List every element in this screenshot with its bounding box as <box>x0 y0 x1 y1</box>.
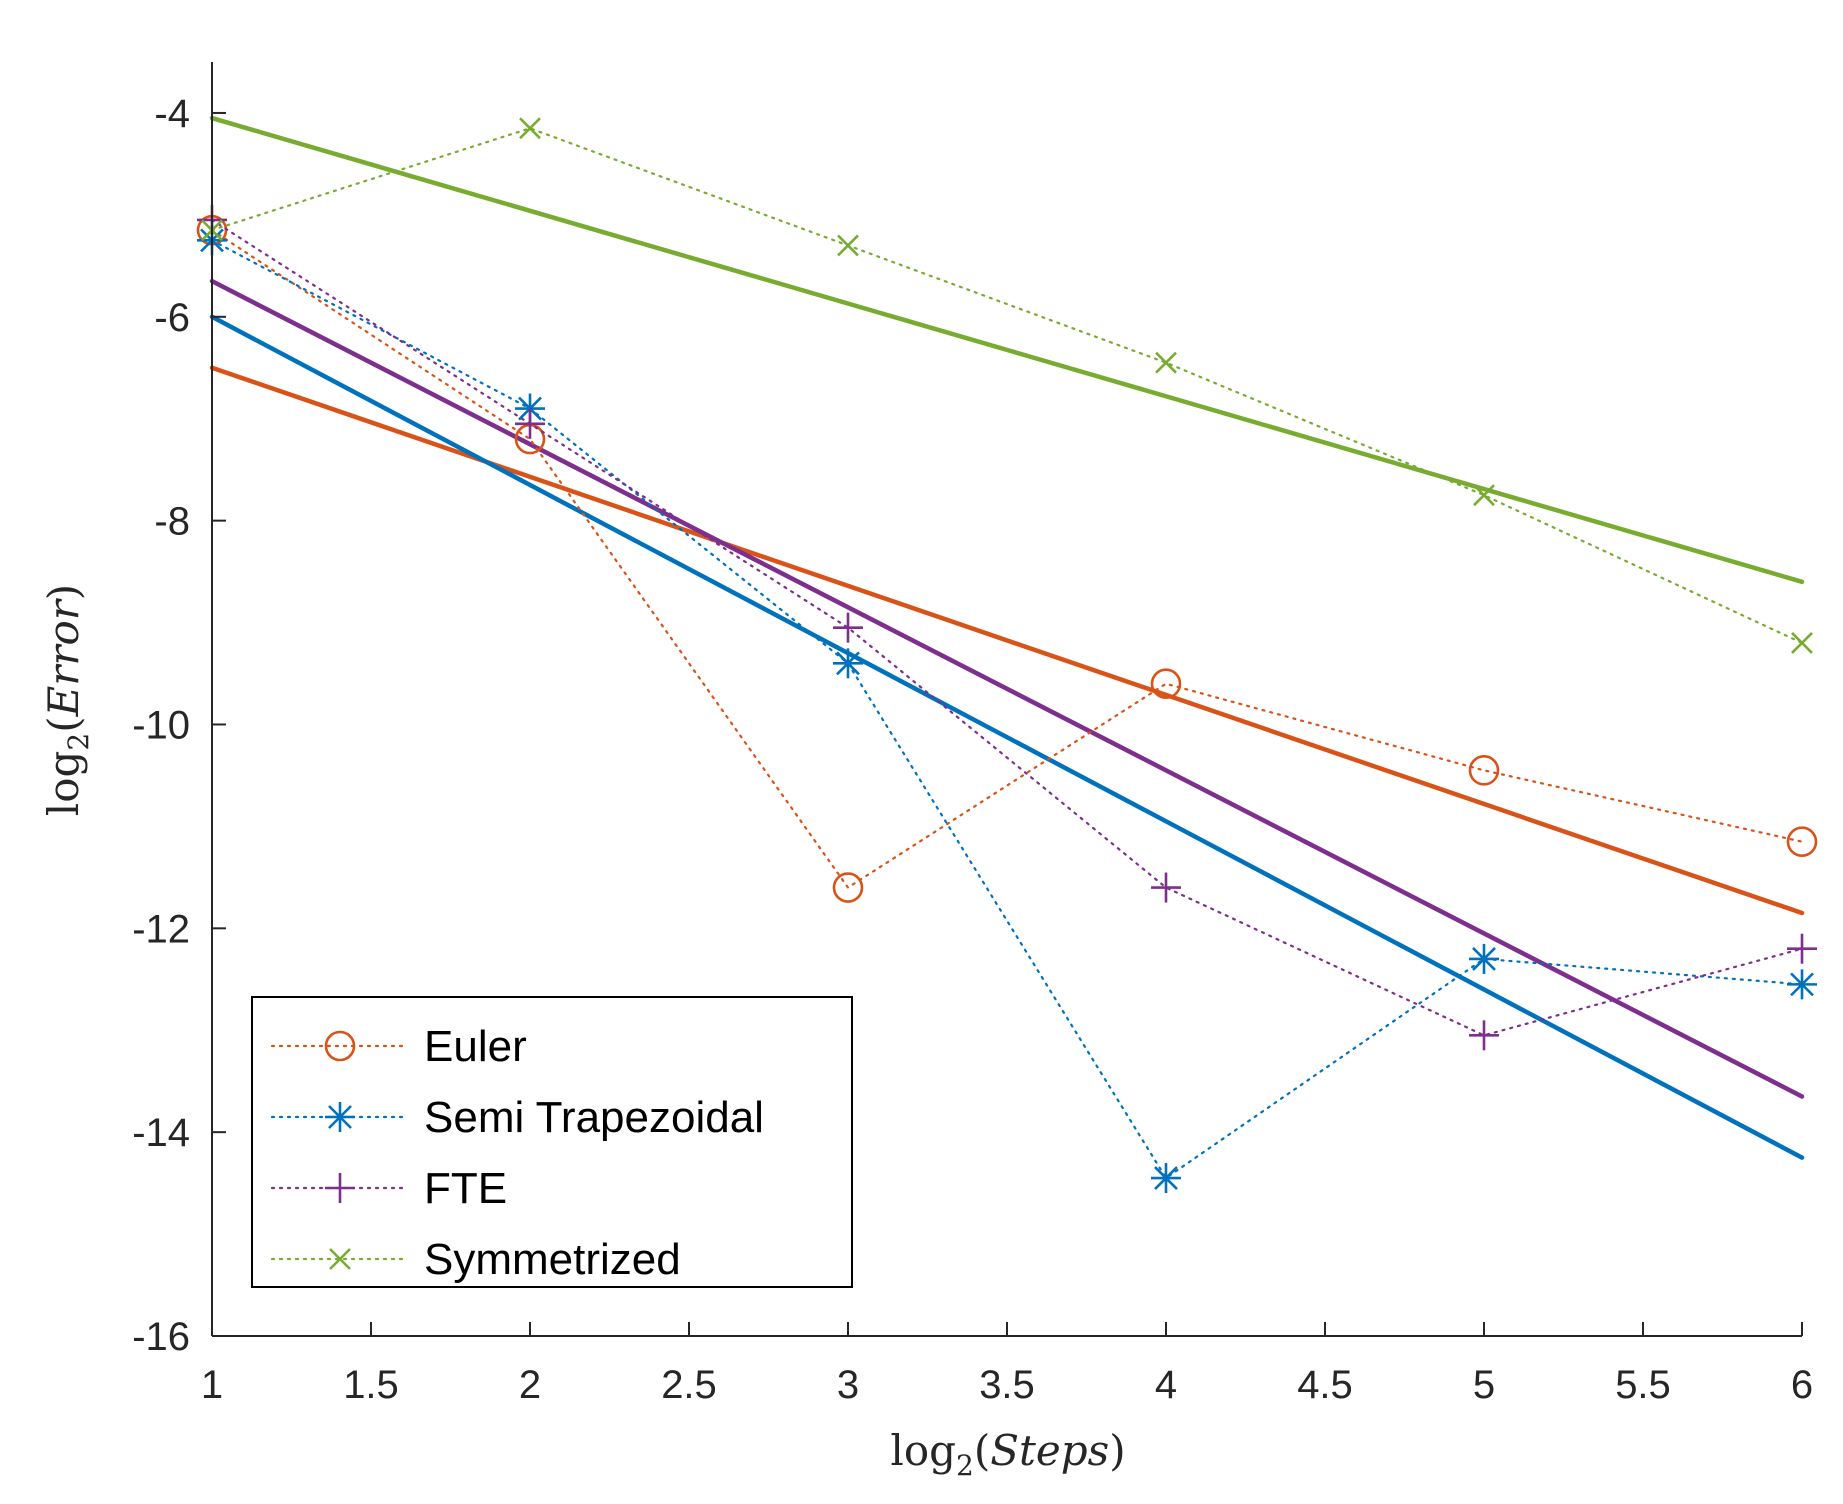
x-tick-label: 2.5 <box>661 1363 717 1407</box>
y-tick-label: -4 <box>154 92 190 136</box>
symmetrized-fit-line <box>209 115 1805 585</box>
x-tick-label: 4.5 <box>1297 1363 1353 1407</box>
x-axis-title: log2(Steps) <box>890 1426 1125 1482</box>
legend-item-euler: Euler <box>270 1022 527 1071</box>
x-tick-label: 6 <box>1791 1363 1813 1407</box>
fte-point <box>1787 933 1817 964</box>
fte-fit-line <box>209 278 1805 1099</box>
semi-trapezoidal-point <box>1469 943 1499 974</box>
legend-label: FTE <box>424 1164 507 1213</box>
semi-trapezoidal-point <box>833 648 863 679</box>
euler-data-line <box>210 229 1804 890</box>
fit-lines <box>209 115 1805 1160</box>
tick-labels: 1 1.5 2 2.5 3 3.5 4 4.5 5 5.5 6 -4 -6 -8 -10 -12 -14 -16 <box>132 92 1813 1407</box>
x-tick-label: 5 <box>1473 1363 1495 1407</box>
x-tick-label: 3.5 <box>979 1363 1035 1407</box>
legend-marker <box>325 1173 355 1203</box>
legend-item-fte: FTE <box>270 1164 507 1213</box>
legend: Euler Semi Trapezoidal FTE Symmetrized <box>251 996 853 1288</box>
symmetrized-point <box>837 234 859 257</box>
y-tick-label: -10 <box>132 703 190 747</box>
legend-label: Euler <box>424 1022 527 1071</box>
fte-point <box>1151 872 1181 903</box>
x-tick-label: 4 <box>1155 1363 1177 1407</box>
y-tick-label: -16 <box>132 1315 190 1359</box>
y-tick-label: -6 <box>154 296 190 340</box>
symmetrized-point <box>1155 351 1177 374</box>
x-tick-label: 5.5 <box>1615 1363 1671 1407</box>
fte-point <box>1469 1020 1499 1051</box>
legend-label: Semi Trapezoidal <box>424 1093 764 1142</box>
symmetrized-point <box>1791 632 1813 654</box>
legend-item-semi-trapezoidal: Semi Trapezoidal <box>270 1093 764 1142</box>
fte-point <box>833 612 863 643</box>
euler-fit-line <box>209 365 1805 916</box>
legend-marker <box>325 1102 355 1132</box>
y-tick-label: -12 <box>132 907 190 951</box>
x-tick-label: 1 <box>201 1363 223 1407</box>
symmetrized-point <box>1473 484 1495 507</box>
legend-label: Symmetrized <box>424 1235 681 1284</box>
fte-point <box>515 408 545 439</box>
semi-trapezoidal-fit-line <box>209 314 1805 1160</box>
x-tick-label: 1.5 <box>343 1363 399 1407</box>
symmetrized-data-line <box>210 127 1804 645</box>
euler-point <box>1468 755 1500 786</box>
y-tick-label: -14 <box>132 1111 190 1155</box>
legend-marker <box>324 1030 356 1062</box>
semi-trapezoidal-point <box>1787 969 1817 1000</box>
fte-data-line <box>210 218 1804 1037</box>
legend-item-symmetrized: Symmetrized <box>270 1235 681 1284</box>
y-axis-title: log2(Error) <box>39 584 95 816</box>
euler-point <box>1150 668 1182 700</box>
euler-point <box>832 872 864 903</box>
symmetrized-point <box>519 117 541 140</box>
euler-point <box>1786 826 1818 857</box>
y-tick-label: -8 <box>154 500 190 544</box>
x-tick-label: 2 <box>519 1363 541 1407</box>
semi-trapezoidal-point <box>1151 1163 1181 1194</box>
x-tick-label: 3 <box>837 1363 859 1407</box>
legend-marker <box>329 1248 351 1270</box>
axes <box>211 62 1803 1337</box>
